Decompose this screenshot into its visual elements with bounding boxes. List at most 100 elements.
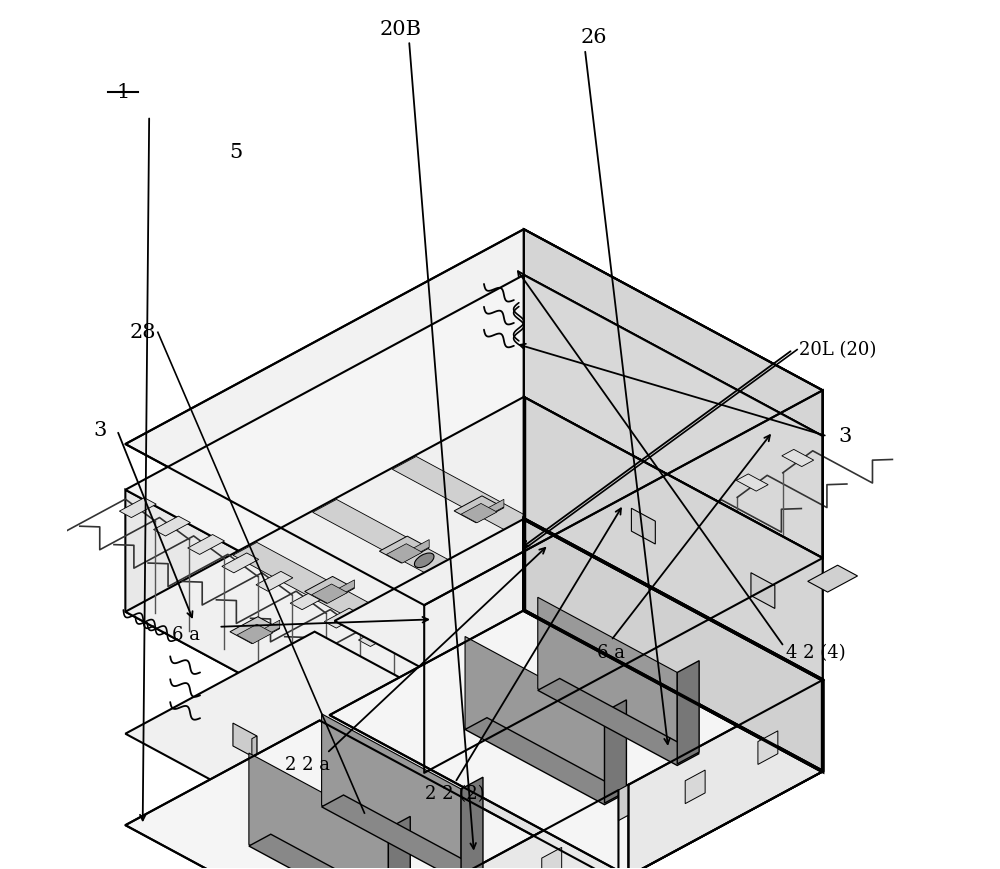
Text: 3: 3 (838, 427, 851, 446)
Polygon shape (424, 790, 618, 869)
Polygon shape (736, 474, 768, 491)
Polygon shape (691, 600, 715, 630)
Polygon shape (465, 636, 605, 803)
Polygon shape (256, 572, 293, 591)
Polygon shape (392, 456, 715, 630)
Polygon shape (521, 604, 549, 627)
Polygon shape (312, 653, 340, 675)
Polygon shape (327, 580, 354, 602)
Polygon shape (356, 689, 392, 708)
Text: 2 2 (2): 2 2 (2) (425, 785, 485, 803)
Polygon shape (416, 721, 452, 740)
Polygon shape (364, 608, 414, 635)
Polygon shape (691, 499, 723, 515)
Polygon shape (371, 800, 376, 826)
Polygon shape (237, 624, 273, 644)
Polygon shape (305, 576, 354, 603)
Polygon shape (358, 627, 395, 647)
Polygon shape (645, 523, 677, 541)
Polygon shape (506, 608, 542, 627)
Polygon shape (581, 567, 616, 587)
Polygon shape (559, 633, 608, 660)
Polygon shape (233, 542, 556, 716)
Polygon shape (222, 553, 259, 573)
Polygon shape (499, 600, 549, 627)
Polygon shape (633, 593, 683, 620)
Polygon shape (322, 795, 483, 869)
Polygon shape (476, 500, 504, 522)
Polygon shape (424, 671, 613, 869)
Polygon shape (249, 834, 410, 869)
Polygon shape (631, 508, 655, 544)
Polygon shape (730, 555, 758, 579)
Polygon shape (431, 717, 459, 740)
Polygon shape (589, 488, 638, 514)
Polygon shape (610, 491, 638, 514)
Polygon shape (379, 536, 429, 563)
Polygon shape (386, 544, 422, 563)
Polygon shape (297, 656, 333, 676)
Text: 6 a: 6 a (597, 644, 625, 662)
Polygon shape (371, 685, 399, 707)
Polygon shape (521, 535, 557, 555)
Polygon shape (461, 572, 489, 594)
Polygon shape (461, 777, 483, 869)
Polygon shape (538, 597, 677, 764)
Polygon shape (125, 632, 613, 869)
Polygon shape (409, 780, 459, 807)
Text: 20L (20): 20L (20) (799, 341, 876, 359)
Polygon shape (648, 520, 698, 547)
Polygon shape (506, 677, 534, 700)
Polygon shape (401, 540, 429, 562)
Polygon shape (613, 660, 633, 793)
Polygon shape (290, 649, 340, 676)
Polygon shape (125, 490, 424, 773)
Ellipse shape (414, 553, 434, 567)
Text: 1: 1 (117, 83, 130, 102)
Polygon shape (352, 787, 376, 823)
Polygon shape (335, 519, 823, 782)
Polygon shape (424, 640, 474, 667)
Polygon shape (715, 560, 751, 579)
Polygon shape (439, 568, 489, 595)
Polygon shape (524, 275, 823, 558)
Polygon shape (524, 397, 823, 680)
Polygon shape (605, 700, 626, 803)
Polygon shape (536, 532, 564, 554)
Polygon shape (596, 564, 623, 587)
Polygon shape (125, 397, 823, 773)
Polygon shape (463, 621, 495, 639)
Polygon shape (491, 680, 527, 700)
Polygon shape (388, 816, 410, 869)
Polygon shape (154, 516, 190, 536)
Polygon shape (125, 229, 823, 605)
Polygon shape (431, 648, 467, 667)
Polygon shape (330, 610, 823, 869)
Polygon shape (618, 785, 628, 820)
Polygon shape (538, 679, 699, 766)
Polygon shape (524, 519, 823, 772)
Polygon shape (685, 770, 705, 804)
Polygon shape (574, 561, 623, 587)
Polygon shape (424, 390, 823, 651)
Polygon shape (324, 608, 361, 628)
Polygon shape (322, 713, 461, 869)
Polygon shape (751, 573, 775, 608)
Polygon shape (596, 495, 631, 514)
Text: 20B: 20B (379, 20, 421, 38)
Polygon shape (312, 584, 348, 603)
Polygon shape (677, 660, 699, 764)
Polygon shape (554, 572, 586, 589)
Text: 28: 28 (130, 322, 156, 342)
Polygon shape (536, 463, 572, 482)
Polygon shape (633, 558, 823, 782)
Polygon shape (252, 736, 257, 761)
Polygon shape (461, 503, 497, 523)
Polygon shape (188, 534, 225, 554)
Text: 26: 26 (580, 29, 607, 47)
Text: 3: 3 (93, 421, 106, 440)
Text: 5: 5 (229, 143, 242, 163)
Polygon shape (529, 455, 579, 482)
Polygon shape (446, 576, 482, 595)
Polygon shape (670, 523, 698, 546)
